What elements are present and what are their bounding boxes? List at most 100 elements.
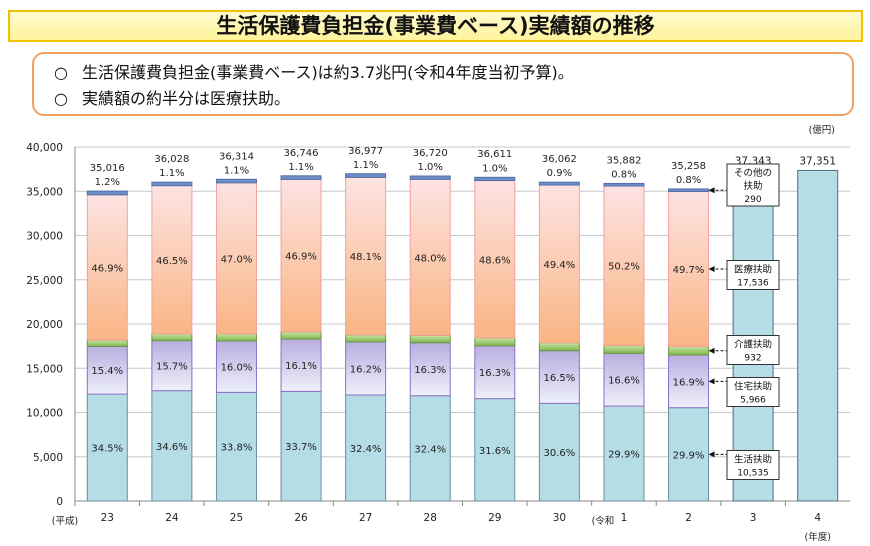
pct-label: 0.8% bbox=[676, 175, 701, 186]
x-tick-label: 26 bbox=[294, 512, 308, 524]
bar-segment-2 bbox=[215, 333, 257, 342]
bar-segment-3 bbox=[151, 185, 193, 335]
pct-label: 1.1% bbox=[159, 168, 184, 179]
y-tick-label: 35,000 bbox=[26, 186, 63, 198]
bar-segment-3 bbox=[280, 178, 322, 333]
x-axis-label: (年度) bbox=[804, 531, 830, 543]
bar-segment-0 bbox=[215, 391, 257, 502]
bar-segment-2 bbox=[151, 333, 193, 342]
bar-segment-4 bbox=[603, 182, 645, 187]
pct-label: 48.6% bbox=[479, 255, 511, 266]
bar-segment-4 bbox=[668, 188, 710, 192]
callout-value: 10,535 bbox=[737, 469, 769, 479]
bar-segment-3 bbox=[409, 178, 451, 336]
bar-segment-0 bbox=[151, 390, 193, 502]
pct-label: 1.0% bbox=[482, 163, 507, 174]
bar-total bbox=[797, 169, 839, 502]
era-label-reiwa: (令和 bbox=[592, 515, 615, 527]
pct-label: 47.0% bbox=[221, 254, 253, 265]
bar-segment-2 bbox=[603, 344, 645, 354]
arrow-head-icon bbox=[708, 266, 715, 273]
callout-box bbox=[726, 260, 780, 290]
bar-segment-2 bbox=[280, 331, 322, 340]
pct-label: 16.1% bbox=[285, 361, 317, 372]
bar-segment-4 bbox=[538, 181, 580, 186]
arrow-head-icon bbox=[708, 187, 715, 194]
total-label: 35,016 bbox=[90, 163, 125, 174]
pct-label: 46.5% bbox=[156, 256, 188, 267]
bar-segment-0 bbox=[345, 394, 387, 502]
y-tick-label: 5,000 bbox=[33, 452, 63, 464]
bar-segment-1 bbox=[538, 350, 580, 404]
pct-label: 33.8% bbox=[221, 443, 253, 454]
arrow-head-icon bbox=[708, 347, 715, 354]
bar-segment-0 bbox=[668, 407, 710, 502]
pct-label: 49.7% bbox=[673, 265, 705, 276]
callout-box bbox=[726, 450, 780, 480]
arrow-head-icon bbox=[708, 378, 715, 385]
callout-label: 生活扶助 bbox=[734, 454, 772, 466]
x-tick-label: 2 bbox=[685, 512, 692, 524]
total-label: 35,258 bbox=[671, 161, 706, 172]
bar-segment-2 bbox=[409, 334, 451, 344]
callout-value: 290 bbox=[744, 195, 761, 205]
pct-label: 1.1% bbox=[224, 165, 249, 176]
bar-segment-4 bbox=[409, 175, 451, 180]
bar-segment-4 bbox=[151, 181, 193, 187]
x-tick-label: 3 bbox=[750, 512, 757, 524]
callout-label: 住宅扶助 bbox=[734, 381, 772, 393]
pct-label: 29.9% bbox=[673, 450, 705, 461]
pct-label: 16.6% bbox=[608, 376, 640, 387]
y-tick-label: 20,000 bbox=[26, 319, 63, 331]
x-tick-label: 30 bbox=[553, 512, 566, 524]
bar-segment-1 bbox=[86, 345, 128, 395]
page-title: 生活保護費負担金(事業費ベース)実績額の推移 bbox=[8, 10, 863, 42]
bar-segment-4 bbox=[474, 176, 516, 182]
x-tick-label: 29 bbox=[488, 512, 501, 524]
pct-label: 49.4% bbox=[543, 260, 575, 271]
total-label: 36,720 bbox=[413, 148, 448, 159]
bar-segment-3 bbox=[345, 176, 387, 336]
pct-label: 50.2% bbox=[608, 262, 640, 273]
pct-label: 16.5% bbox=[543, 373, 575, 384]
pct-label: 1.2% bbox=[95, 177, 120, 188]
pct-label: 34.6% bbox=[156, 442, 188, 453]
x-tick-label: 28 bbox=[424, 512, 437, 524]
pct-label: 16.9% bbox=[673, 377, 705, 388]
pct-label: 31.6% bbox=[479, 446, 511, 457]
pct-label: 33.7% bbox=[285, 442, 317, 453]
bar-segment-0 bbox=[603, 405, 645, 502]
pct-label: 1.1% bbox=[353, 160, 378, 171]
pct-label: 48.0% bbox=[414, 253, 446, 264]
total-label: 36,611 bbox=[477, 149, 512, 160]
pct-label: 30.6% bbox=[543, 448, 575, 459]
bar-segment-2 bbox=[538, 342, 580, 352]
pct-label: 16.0% bbox=[221, 363, 253, 374]
x-tick-label: 23 bbox=[101, 512, 114, 524]
bar-segment-2 bbox=[474, 337, 516, 347]
callout-label: 医療扶助 bbox=[734, 264, 772, 276]
bar-segment-3 bbox=[603, 185, 645, 346]
callout-label: その他の bbox=[734, 167, 772, 179]
bar-segment-3 bbox=[474, 180, 516, 339]
pct-label: 46.9% bbox=[91, 263, 123, 274]
pct-label: 32.4% bbox=[414, 444, 446, 455]
bar-segment-1 bbox=[151, 340, 193, 392]
callout-box bbox=[726, 335, 780, 365]
total-label: 36,062 bbox=[542, 154, 577, 165]
total-label: 36,746 bbox=[284, 148, 319, 159]
total-label: 37,351 bbox=[799, 155, 836, 167]
total-label: 36,977 bbox=[348, 146, 383, 157]
total-label: 36,028 bbox=[154, 154, 189, 165]
pct-label: 29.9% bbox=[608, 450, 640, 461]
bar-segment-1 bbox=[409, 342, 451, 397]
callout-box bbox=[726, 163, 780, 207]
callout-value: 17,536 bbox=[737, 279, 769, 289]
y-tick-label: 25,000 bbox=[26, 275, 63, 287]
callout-label: 扶助 bbox=[743, 180, 762, 192]
pct-label: 1.0% bbox=[418, 162, 443, 173]
bar-segment-3 bbox=[215, 182, 257, 335]
x-tick-label: 4 bbox=[814, 512, 821, 524]
bar-segment-1 bbox=[280, 338, 322, 392]
pct-label: 0.8% bbox=[611, 169, 636, 180]
